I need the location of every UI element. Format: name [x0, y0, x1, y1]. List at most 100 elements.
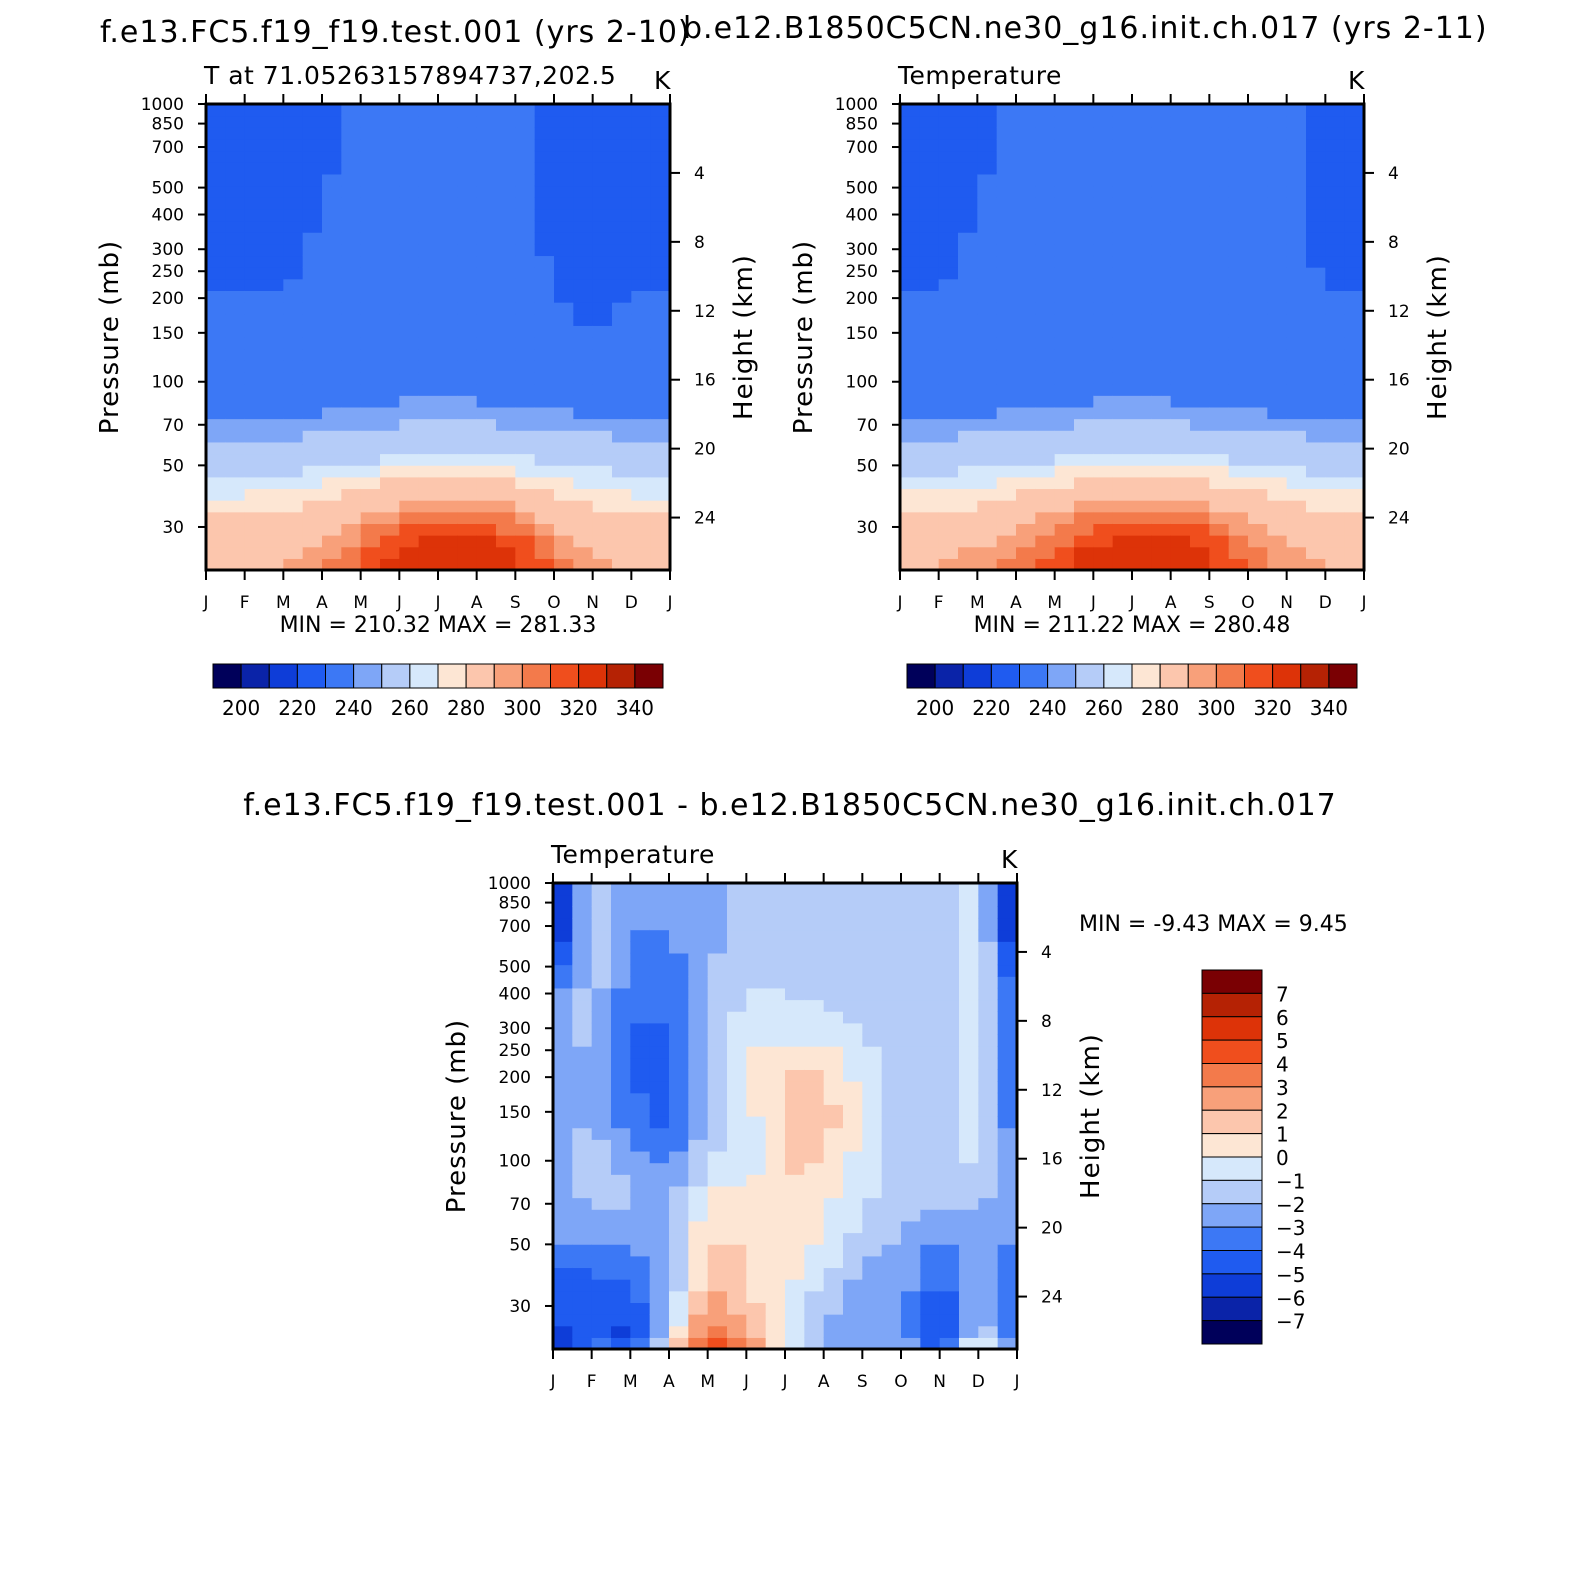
contour-cell — [1093, 441, 1114, 455]
contour-cell — [919, 546, 940, 559]
contour-cell — [572, 1057, 593, 1070]
contour-cell — [1325, 465, 1346, 478]
contour-cell — [1016, 430, 1036, 443]
contour-cell — [418, 185, 439, 198]
contour-cell — [554, 558, 574, 571]
contour-cell — [1325, 546, 1346, 559]
contour-cell — [1093, 383, 1114, 396]
contour-cell — [264, 325, 284, 338]
contour-cell — [1170, 185, 1191, 198]
contour-cell — [1267, 104, 1288, 117]
contour-cell — [978, 1127, 999, 1140]
colorbar-swatch — [521, 663, 551, 689]
contour-cell — [938, 535, 959, 548]
contour-cell — [283, 558, 304, 571]
contour-cell — [553, 1069, 573, 1082]
contour-cell — [862, 1139, 883, 1152]
contour-cell — [1325, 232, 1346, 245]
contour-cell — [707, 1092, 728, 1105]
contour-cell — [341, 371, 362, 385]
contour-cell — [707, 906, 728, 919]
contour-cell — [688, 1267, 709, 1280]
contour-cell — [959, 987, 979, 1001]
panel-units: K — [1001, 845, 1018, 874]
contour-cell — [630, 1185, 651, 1199]
contour-cell — [688, 952, 709, 966]
contour-cell — [727, 987, 747, 1001]
contour-cell — [958, 337, 978, 350]
contour-cell — [804, 1139, 825, 1152]
contour-cell — [997, 1197, 1018, 1210]
contour-cell — [573, 313, 594, 326]
contour-cell — [1306, 558, 1326, 571]
contour-cell — [1344, 127, 1365, 140]
contour-cell — [631, 500, 652, 513]
height-tick-label: 4 — [1041, 943, 1052, 963]
contour-cell — [399, 104, 420, 117]
contour-cell — [225, 558, 246, 571]
contour-cell — [707, 1232, 728, 1245]
contour-cell — [591, 1290, 612, 1303]
contour-cell — [573, 395, 594, 408]
contour-cell — [1035, 278, 1056, 291]
contour-cell — [1228, 360, 1249, 373]
contour-cell — [1132, 360, 1152, 373]
contour-cell — [919, 430, 940, 443]
contour-cell — [688, 1209, 709, 1222]
contour-cell — [978, 1325, 999, 1338]
contour-cell — [283, 441, 304, 455]
colorbar-swatch — [1201, 1296, 1263, 1322]
contour-cell — [785, 1162, 805, 1175]
contour-cell — [1132, 302, 1152, 315]
colorbar-swatch — [1201, 1133, 1263, 1158]
contour-cell — [1190, 325, 1210, 338]
contour-cell — [977, 348, 998, 361]
contour-cell — [380, 302, 400, 315]
contour-cell — [746, 883, 767, 896]
contour-cell — [572, 1162, 593, 1175]
contour-cell — [572, 1325, 593, 1338]
contour-cell — [920, 1081, 941, 1094]
contour-cell — [1054, 465, 1075, 478]
contour-cell — [1306, 115, 1326, 128]
contour-cell — [862, 917, 883, 931]
contour-cell — [939, 964, 960, 977]
contour-cell — [901, 1279, 921, 1292]
contour-cell — [1306, 197, 1326, 210]
contour-cell — [1112, 558, 1133, 571]
contour-cell — [553, 917, 573, 931]
contour-cell — [611, 1081, 631, 1094]
contour-cell — [900, 208, 920, 222]
contour-cell — [322, 104, 342, 117]
contour-cell — [1325, 523, 1346, 536]
contour-cell — [1074, 337, 1094, 350]
contour-cell — [573, 453, 594, 466]
contour-cell — [264, 313, 284, 326]
contour-cell — [399, 197, 420, 210]
contour-cell — [650, 150, 671, 163]
contour-cell — [1016, 208, 1036, 222]
contour-cell — [1228, 290, 1249, 303]
contour-cell — [765, 976, 786, 989]
contour-cell — [727, 1081, 747, 1094]
contour-cell — [1209, 313, 1230, 326]
contour-cell — [1228, 255, 1249, 268]
contour-cell — [418, 127, 439, 140]
contour-cell — [630, 1255, 651, 1269]
contour-cell — [399, 267, 420, 280]
contour-cell — [341, 220, 362, 233]
contour-cell — [611, 906, 631, 919]
contour-cell — [322, 290, 342, 303]
contour-cell — [225, 453, 246, 466]
contour-cell — [360, 255, 381, 268]
contour-cell — [862, 1162, 883, 1175]
contour-cell — [977, 127, 998, 140]
contour-cell — [630, 1162, 651, 1175]
contour-cell — [341, 395, 362, 408]
contour-cell — [1074, 313, 1094, 326]
height-tick-label: 12 — [1388, 302, 1410, 322]
contour-cell — [1054, 348, 1075, 361]
contour-cell — [959, 1150, 979, 1164]
contour-cell — [1112, 313, 1133, 326]
contour-cell — [206, 302, 226, 315]
